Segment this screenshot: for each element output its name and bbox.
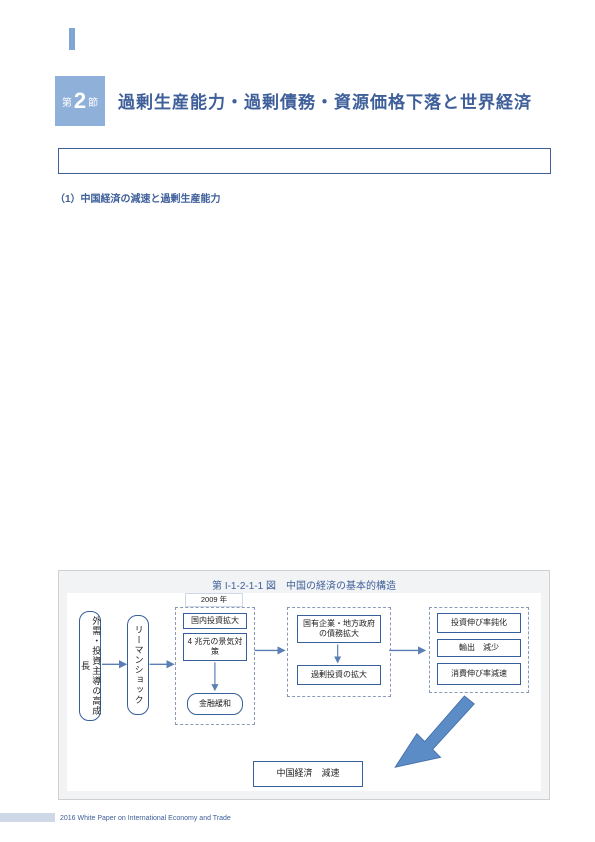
node-lehman-shock: リーマンショック — [127, 615, 149, 715]
node-overinvestment: 過剰投資の拡大 — [297, 665, 381, 685]
node-high-growth: 外需・投資主導の高成長 — [79, 611, 101, 721]
node-investment-slow: 投資伸び率鈍化 — [437, 613, 521, 633]
top-section-marker — [69, 28, 75, 50]
node-export-decline: 輸出 減少 — [437, 639, 521, 657]
node-soe-debt: 国有企業・地方政府の債務拡大 — [297, 615, 381, 643]
figure-panel: 第 I-1-2-1-1 図 中国の経済の基本的構造 外需・投資主導の高成長 リー… — [58, 570, 550, 800]
section-number-badge: 第 2 節 — [55, 76, 105, 126]
subsection-heading: （1）中国経済の減速と過剰生産能力 — [55, 190, 221, 205]
badge-number: 2 — [72, 88, 88, 114]
figure-caption: 第 I-1-2-1-1 図 中国の経済の基本的構造 — [59, 577, 549, 592]
figure-body: 外需・投資主導の高成長 リーマンショック 2009 年 国内投資拡大 4 兆元の… — [67, 593, 541, 791]
badge-suffix: 節 — [88, 94, 98, 109]
node-china-slowdown: 中国経済 減速 — [253, 761, 363, 787]
label-year-2009: 2009 年 — [185, 593, 243, 607]
title-outline-box — [58, 148, 551, 174]
badge-prefix: 第 — [62, 94, 72, 109]
footer-text: 2016 White Paper on International Econom… — [60, 815, 231, 822]
node-monetary-easing: 金融緩和 — [187, 693, 243, 715]
node-consumption-slow: 消費伸び率減速 — [437, 663, 521, 685]
page-title: 過剰生産能力・過剰債務・資源価格下落と世界経済 — [118, 88, 532, 113]
node-domestic-investment: 国内投資拡大 — [183, 613, 247, 629]
footer-accent-bar — [0, 813, 55, 822]
node-4trillion: 4 兆元の景気対策 — [183, 633, 247, 661]
